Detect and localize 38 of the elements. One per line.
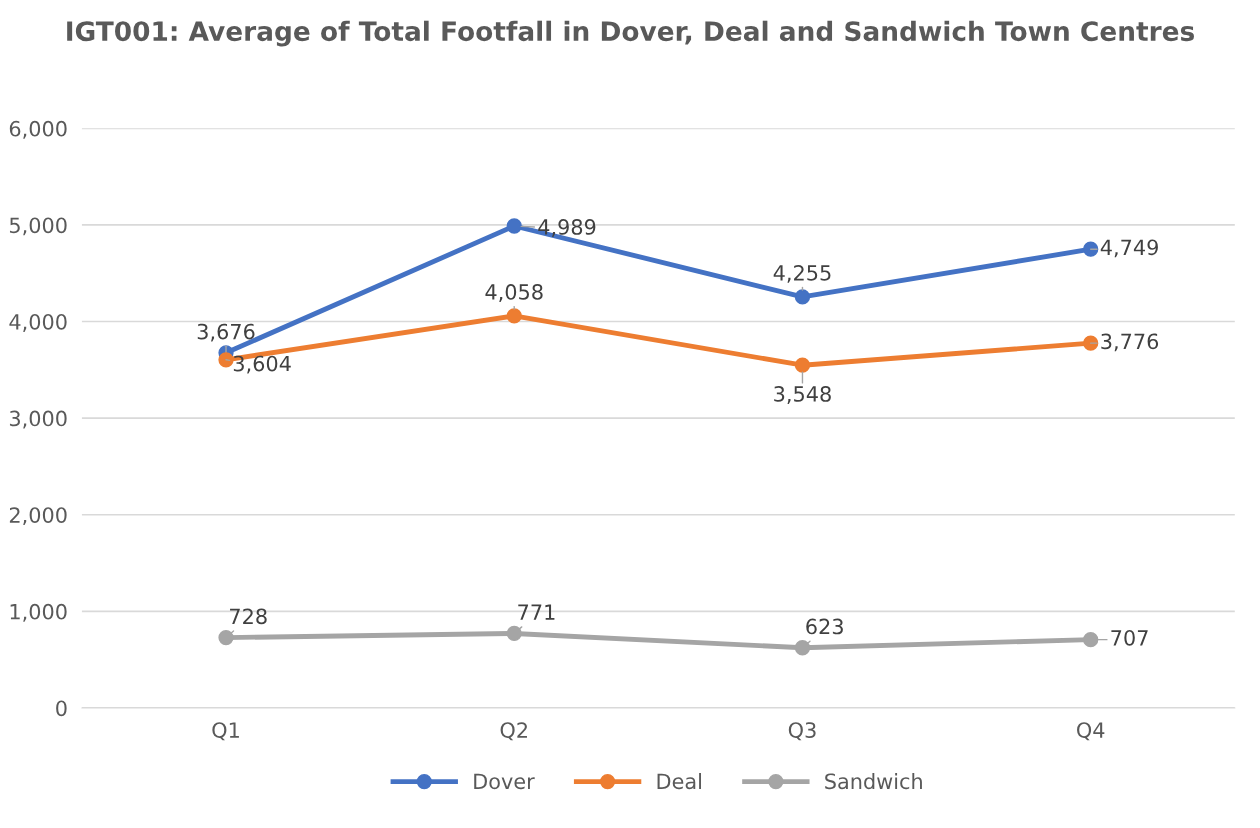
- point: [1083, 335, 1099, 351]
- data-label: 707: [1111, 629, 1148, 646]
- point: [794, 640, 811, 656]
- chart-title: IGT001: Average of Total Footfall in Dover, Deal and Sandwich Town Centres: [67, 20, 1194, 47]
- data-label: 3,604: [233, 355, 291, 374]
- data-label: 3,548: [774, 386, 831, 404]
- x-tick-label: Q4: [1077, 722, 1105, 741]
- y-tick-label: 1,000: [10, 603, 67, 622]
- x-tick-label: Q2: [500, 722, 527, 741]
- point: [506, 218, 522, 234]
- data-label: 4,255: [773, 264, 831, 283]
- point: [1083, 241, 1099, 257]
- y-tick-label: 2,000: [9, 507, 67, 526]
- y-tick-label: 0: [56, 700, 67, 717]
- data-label: 771: [518, 604, 555, 620]
- data-label: 623: [806, 618, 843, 635]
- point: [794, 289, 811, 305]
- point: [506, 625, 522, 642]
- point: [218, 352, 234, 368]
- x-tick-label: Q1: [212, 722, 239, 741]
- y-tick-label: 6,000: [9, 120, 67, 139]
- data-label: 3,776: [1101, 333, 1159, 352]
- x-tick-label: Q3: [788, 722, 816, 741]
- data-label: 4,749: [1100, 239, 1158, 258]
- point: [506, 308, 522, 324]
- legend-label: Dover: [474, 773, 535, 790]
- y-tick-label: 3,000: [9, 410, 67, 429]
- point: [1083, 632, 1099, 648]
- y-tick-label: 4,000: [9, 313, 67, 332]
- data-label: 728: [230, 608, 267, 625]
- point: [218, 629, 234, 646]
- data-label: 3,676: [197, 323, 255, 342]
- legend-label: Sandwich: [825, 773, 922, 790]
- data-label: 4,058: [485, 284, 543, 302]
- legend-label: Deal: [657, 773, 701, 790]
- data-label: 4,989: [538, 219, 596, 237]
- point: [794, 357, 811, 373]
- y-tick-label: 5,000: [9, 217, 67, 236]
